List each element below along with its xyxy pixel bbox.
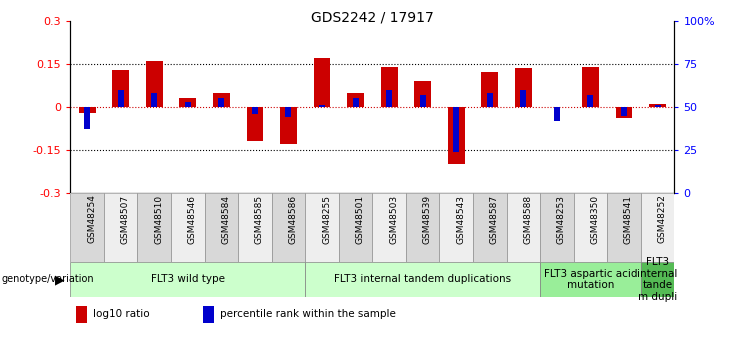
Bar (203, 306, 214, 324)
Text: GSM48541: GSM48541 (624, 195, 633, 244)
Bar (238, 193, 272, 262)
Bar (540, 193, 574, 262)
Text: GSM48546: GSM48546 (187, 195, 197, 244)
Bar (76, 306, 87, 324)
Bar (616, 107, 632, 118)
Text: log10 ratio: log10 ratio (93, 309, 150, 319)
Bar (138, 193, 171, 262)
Bar (339, 193, 373, 262)
Bar (554, 107, 560, 121)
Bar (104, 193, 138, 262)
Text: GSM48254: GSM48254 (87, 195, 96, 244)
Bar (213, 92, 230, 107)
Text: GSM48252: GSM48252 (657, 195, 667, 244)
Bar (473, 193, 507, 262)
Bar (649, 104, 666, 107)
Text: FLT3 aspartic acid
mutation: FLT3 aspartic acid mutation (544, 269, 637, 290)
Text: GSM48588: GSM48588 (523, 195, 532, 244)
Bar (84, 107, 90, 129)
Text: FLT3 internal tandem duplications: FLT3 internal tandem duplications (334, 275, 511, 284)
Bar (280, 107, 297, 144)
Bar (313, 58, 330, 107)
Bar (439, 193, 473, 262)
Text: ▶: ▶ (55, 273, 64, 286)
Text: GSM48253: GSM48253 (557, 195, 566, 244)
Bar (252, 107, 258, 114)
Bar (607, 193, 641, 262)
Bar (171, 193, 205, 262)
Bar (453, 107, 459, 152)
Text: GSM48503: GSM48503 (389, 195, 398, 244)
Bar (305, 262, 540, 297)
Bar (285, 107, 291, 117)
Bar (185, 102, 191, 107)
Bar (272, 193, 305, 262)
Text: GSM48584: GSM48584 (222, 195, 230, 244)
Bar (179, 98, 196, 107)
Bar (654, 105, 660, 107)
Text: GSM48507: GSM48507 (121, 195, 130, 244)
Bar (406, 193, 439, 262)
Text: GSM48510: GSM48510 (154, 195, 163, 244)
Text: FLT3
internal
tande
m dupli: FLT3 internal tande m dupli (637, 257, 678, 302)
Bar (118, 90, 124, 107)
Bar (641, 262, 674, 297)
Bar (482, 72, 498, 107)
Text: GSM48585: GSM48585 (255, 195, 264, 244)
Bar (79, 107, 96, 113)
Text: GSM48543: GSM48543 (456, 195, 465, 244)
Bar (582, 67, 599, 107)
Bar (70, 193, 104, 262)
Bar (448, 107, 465, 165)
Bar (386, 90, 392, 107)
Bar (507, 193, 540, 262)
Bar (348, 92, 364, 107)
Bar (419, 95, 425, 107)
Text: GSM48539: GSM48539 (422, 195, 432, 244)
Bar (353, 98, 359, 107)
Bar (247, 107, 263, 141)
Bar (641, 193, 674, 262)
Bar (205, 193, 238, 262)
Bar (113, 70, 129, 107)
Text: GSM48586: GSM48586 (288, 195, 297, 244)
Text: GDS2242 / 17917: GDS2242 / 17917 (311, 10, 433, 24)
Text: GSM48350: GSM48350 (591, 195, 599, 244)
Text: percentile rank within the sample: percentile rank within the sample (220, 309, 396, 319)
Bar (219, 98, 225, 107)
Text: genotype/variation: genotype/variation (1, 275, 94, 284)
Text: GSM48255: GSM48255 (322, 195, 331, 244)
Bar (515, 68, 532, 107)
Bar (146, 61, 163, 107)
Bar (414, 81, 431, 107)
Bar (621, 107, 627, 116)
Text: FLT3 wild type: FLT3 wild type (151, 275, 225, 284)
Bar (588, 95, 594, 107)
Bar (70, 262, 305, 297)
Bar (520, 90, 526, 107)
Bar (373, 193, 406, 262)
Bar (540, 262, 641, 297)
Text: GSM48501: GSM48501 (356, 195, 365, 244)
Bar (381, 67, 397, 107)
Bar (319, 105, 325, 107)
Bar (305, 193, 339, 262)
Bar (487, 93, 493, 107)
Text: GSM48587: GSM48587 (490, 195, 499, 244)
Bar (151, 93, 157, 107)
Bar (574, 193, 607, 262)
